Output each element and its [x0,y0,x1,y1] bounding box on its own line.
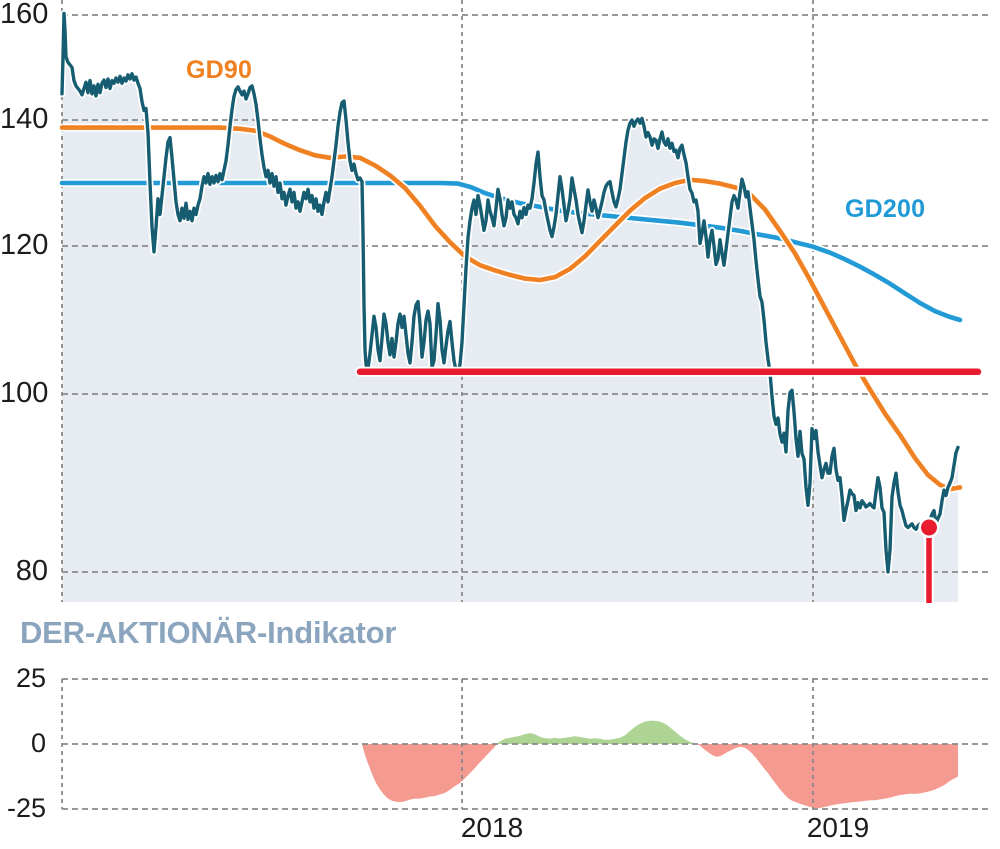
main-y-tick-160: 160 [0,0,49,30]
indicator-y-tick--25: -25 [6,792,46,823]
price-line [60,11,960,574]
x-tick-2018: 2018 [460,812,524,843]
indicator-y-tick-0: 0 [30,727,46,758]
gd90-series-label: GD90 [186,56,253,84]
indicator-area-negative-0 [362,744,497,803]
gd200-line [59,180,963,323]
price-area-fill [62,13,958,602]
main-y-tick-120: 120 [0,228,49,261]
page-title: DER-AKTIONÄR-Indikator [20,615,397,650]
x-tick-2019: 2019 [806,812,870,843]
marker-dot [921,519,937,536]
gd90-line [59,125,963,492]
main-y-tick-80: 80 [15,554,48,587]
indicator-y-tick-25: 25 [15,662,46,693]
indicator-area-negative-2 [697,744,958,808]
main-y-tick-100: 100 [0,376,49,409]
gd200-series-label: GD200 [845,195,926,223]
main-y-tick-140: 140 [0,102,49,135]
indicator-area-positive-1 [497,720,697,744]
